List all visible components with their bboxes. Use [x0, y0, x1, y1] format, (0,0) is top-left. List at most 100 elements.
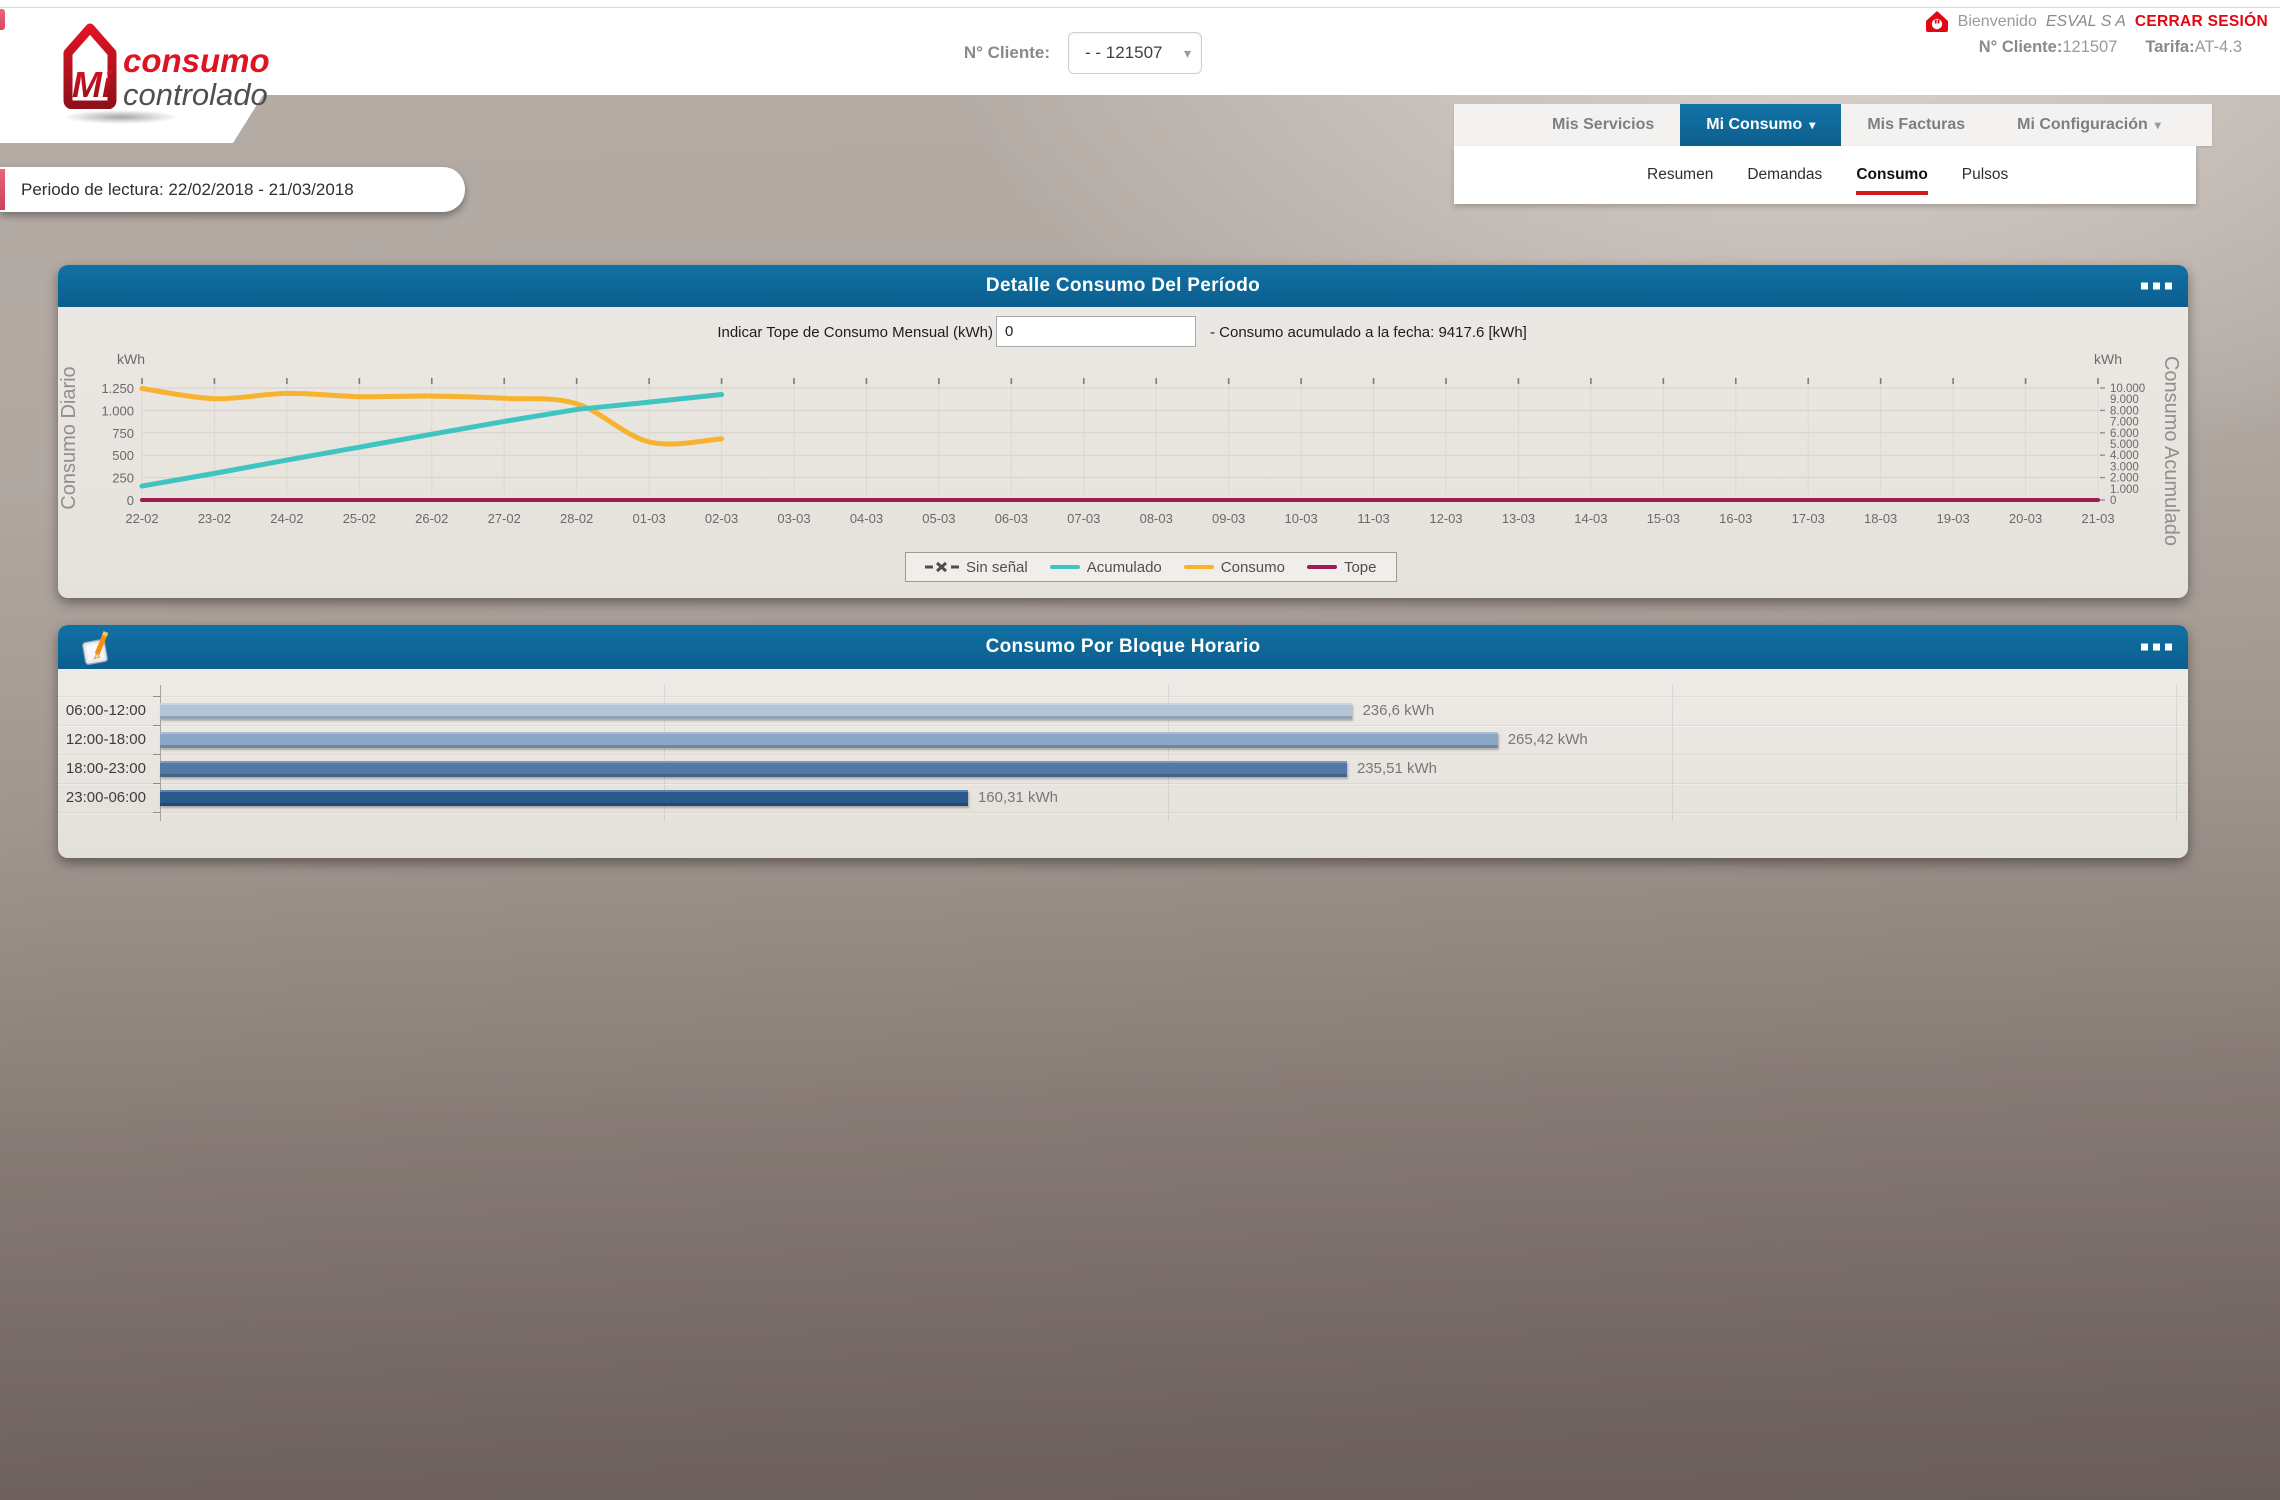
- right-tick-label: 1.000: [2110, 484, 2139, 496]
- subtab-label: Resumen: [1647, 166, 1714, 183]
- subtab-label: Demandas: [1747, 166, 1823, 183]
- bar-category-label: 12:00-18:00: [65, 731, 146, 748]
- client-info-value: 121507: [2062, 38, 2118, 56]
- consumption-bar: [160, 703, 1353, 719]
- tab-mi-configuracion[interactable]: Mi Configuración ▾: [1991, 104, 2187, 146]
- x-date-label: 05-03: [922, 511, 955, 526]
- x-date-label: 13-03: [1502, 511, 1535, 526]
- left-tick-label: 1.250: [101, 381, 134, 396]
- x-date-label: 06-03: [995, 511, 1028, 526]
- x-date-label: 14-03: [1574, 511, 1607, 526]
- x-date-label: 02-03: [705, 511, 738, 526]
- x-date-label: 07-03: [1067, 511, 1100, 526]
- subtab-pulsos[interactable]: Pulsos: [1962, 146, 2009, 204]
- company-name: ESVAL S A: [2045, 12, 2126, 30]
- left-tick-label: 250: [112, 471, 134, 486]
- sub-nav: Resumen Demandas Consumo Pulsos: [1454, 146, 2196, 204]
- tab-label: Mis Facturas: [1867, 116, 1966, 133]
- red-notch: [0, 9, 5, 30]
- right-tick-label: 8.000: [2110, 405, 2139, 417]
- tab-mis-facturas[interactable]: Mis Facturas: [1841, 104, 1991, 146]
- legend-item-sin-se-al[interactable]: Sin señal: [914, 559, 1039, 576]
- series-acumulado: [139, 392, 725, 489]
- logo-word-controlado: controlado: [123, 77, 268, 112]
- x-date-label: 03-03: [777, 511, 810, 526]
- x-date-label: 10-03: [1284, 511, 1317, 526]
- logo-shadow: [63, 110, 179, 124]
- subtab-resumen[interactable]: Resumen: [1647, 146, 1713, 204]
- svg-text:Mi: Mi: [72, 64, 113, 105]
- tab-label: Mis Servicios: [1552, 116, 1655, 133]
- tariff-info-label: Tarifa:: [2145, 38, 2195, 56]
- x-date-label: 04-03: [850, 511, 883, 526]
- tab-mi-consumo[interactable]: Mi Consumo ▾: [1680, 104, 1842, 146]
- x-date-label: 18-03: [1864, 511, 1897, 526]
- panel-header: Consumo Por Bloque Horario: [58, 625, 2188, 669]
- right-tick-label: 4.000: [2110, 450, 2139, 462]
- x-date-label: 15-03: [1647, 511, 1680, 526]
- bar-axis-line: [160, 685, 161, 821]
- right-tick-label: 5.000: [2110, 439, 2139, 451]
- right-tick-label: 6.000: [2110, 428, 2139, 440]
- active-tab-underline: [1856, 191, 1928, 195]
- chevron-down-icon: ▾: [1183, 44, 1191, 61]
- x-date-label: 01-03: [632, 511, 665, 526]
- left-tick-label: 1.000: [101, 403, 134, 418]
- bar-axis-tick: [153, 696, 160, 697]
- right-tick-label: 0: [2110, 495, 2116, 507]
- x-date-label: 27-02: [488, 511, 521, 526]
- tab-mis-servicios[interactable]: Mis Servicios: [1526, 104, 1680, 146]
- bar-axis-tick: [153, 754, 160, 755]
- legend-item-acumulado[interactable]: Acumulado: [1039, 559, 1173, 576]
- subtab-demandas[interactable]: Demandas: [1747, 146, 1822, 204]
- panel-detalle-consumo: Detalle Consumo Del Período Indicar Tope…: [58, 265, 2188, 598]
- bar-value-label: 236,6 kWh: [1362, 702, 1435, 719]
- x-dash-marker: [925, 561, 959, 573]
- right-tick-label: 7.000: [2110, 417, 2139, 429]
- legend-label: Tope: [1343, 558, 1377, 576]
- app-logo: Mi consumo controlado: [63, 20, 493, 145]
- right-tick-label: 10.000: [2110, 383, 2145, 395]
- legend-label: Sin señal: [966, 558, 1028, 576]
- bar-category-label: 18:00-23:00: [65, 760, 146, 777]
- x-date-label: 21-03: [2081, 511, 2114, 526]
- subtab-consumo[interactable]: Consumo: [1856, 146, 1928, 204]
- client-number-dropdown[interactable]: - - 121507 ▾: [1068, 32, 1202, 74]
- banner-red-edge: [0, 169, 5, 210]
- panel-bloque-horario: Consumo Por Bloque Horario 06:00-12:00 23…: [58, 625, 2188, 858]
- legend-swatch: [1306, 565, 1337, 569]
- reading-period-banner: Periodo de lectura: 22/02/2018 - 21/03/2…: [0, 167, 465, 212]
- tope-input[interactable]: [996, 316, 1196, 347]
- panel-menu-button[interactable]: [2141, 282, 2172, 290]
- client-number-info: N° Cliente:121507: [1979, 38, 2118, 57]
- panel-menu-button[interactable]: [2141, 643, 2172, 651]
- x-date-label: 08-03: [1140, 511, 1173, 526]
- bar-axis-tick: [153, 725, 160, 726]
- tab-label: Mi Consumo: [1706, 116, 1803, 133]
- x-date-label: 12-03: [1429, 511, 1462, 526]
- legend-item-consumo[interactable]: Consumo: [1173, 559, 1296, 576]
- consumption-bar: [160, 732, 1498, 748]
- legend-swatch: [1049, 565, 1080, 569]
- x-date-label: 22-02: [125, 511, 158, 526]
- subtab-label: Consumo: [1856, 166, 1928, 183]
- bar-row-separator: [58, 783, 2188, 785]
- accumulated-note: - Consumo acumulado a la fecha: 9417.6 […: [1210, 324, 1527, 341]
- notepad-pencil-icon: [82, 631, 109, 665]
- house-icon: [1925, 11, 1948, 32]
- left-axis-unit: kWh: [117, 351, 145, 367]
- bar-axis-tick: [153, 783, 160, 784]
- tope-input-label: Indicar Tope de Consumo Mensual (kWh): [717, 324, 993, 341]
- bar-value-label: 160,31 kWh: [977, 789, 1058, 806]
- x-date-label: 19-03: [1936, 511, 1969, 526]
- logout-link[interactable]: CERRAR SESIÓN: [2134, 12, 2268, 30]
- left-tick-label: 500: [112, 448, 134, 463]
- chevron-down-icon: ▾: [2154, 118, 2161, 132]
- legend-item-tope[interactable]: Tope: [1296, 559, 1388, 576]
- right-tick-label: 9.000: [2110, 394, 2139, 406]
- tariff-info-value: AT-4.3: [2194, 38, 2242, 56]
- legend-label: Consumo: [1220, 558, 1285, 576]
- x-date-label: 28-02: [560, 511, 593, 526]
- bar-category-label: 06:00-12:00: [65, 702, 146, 719]
